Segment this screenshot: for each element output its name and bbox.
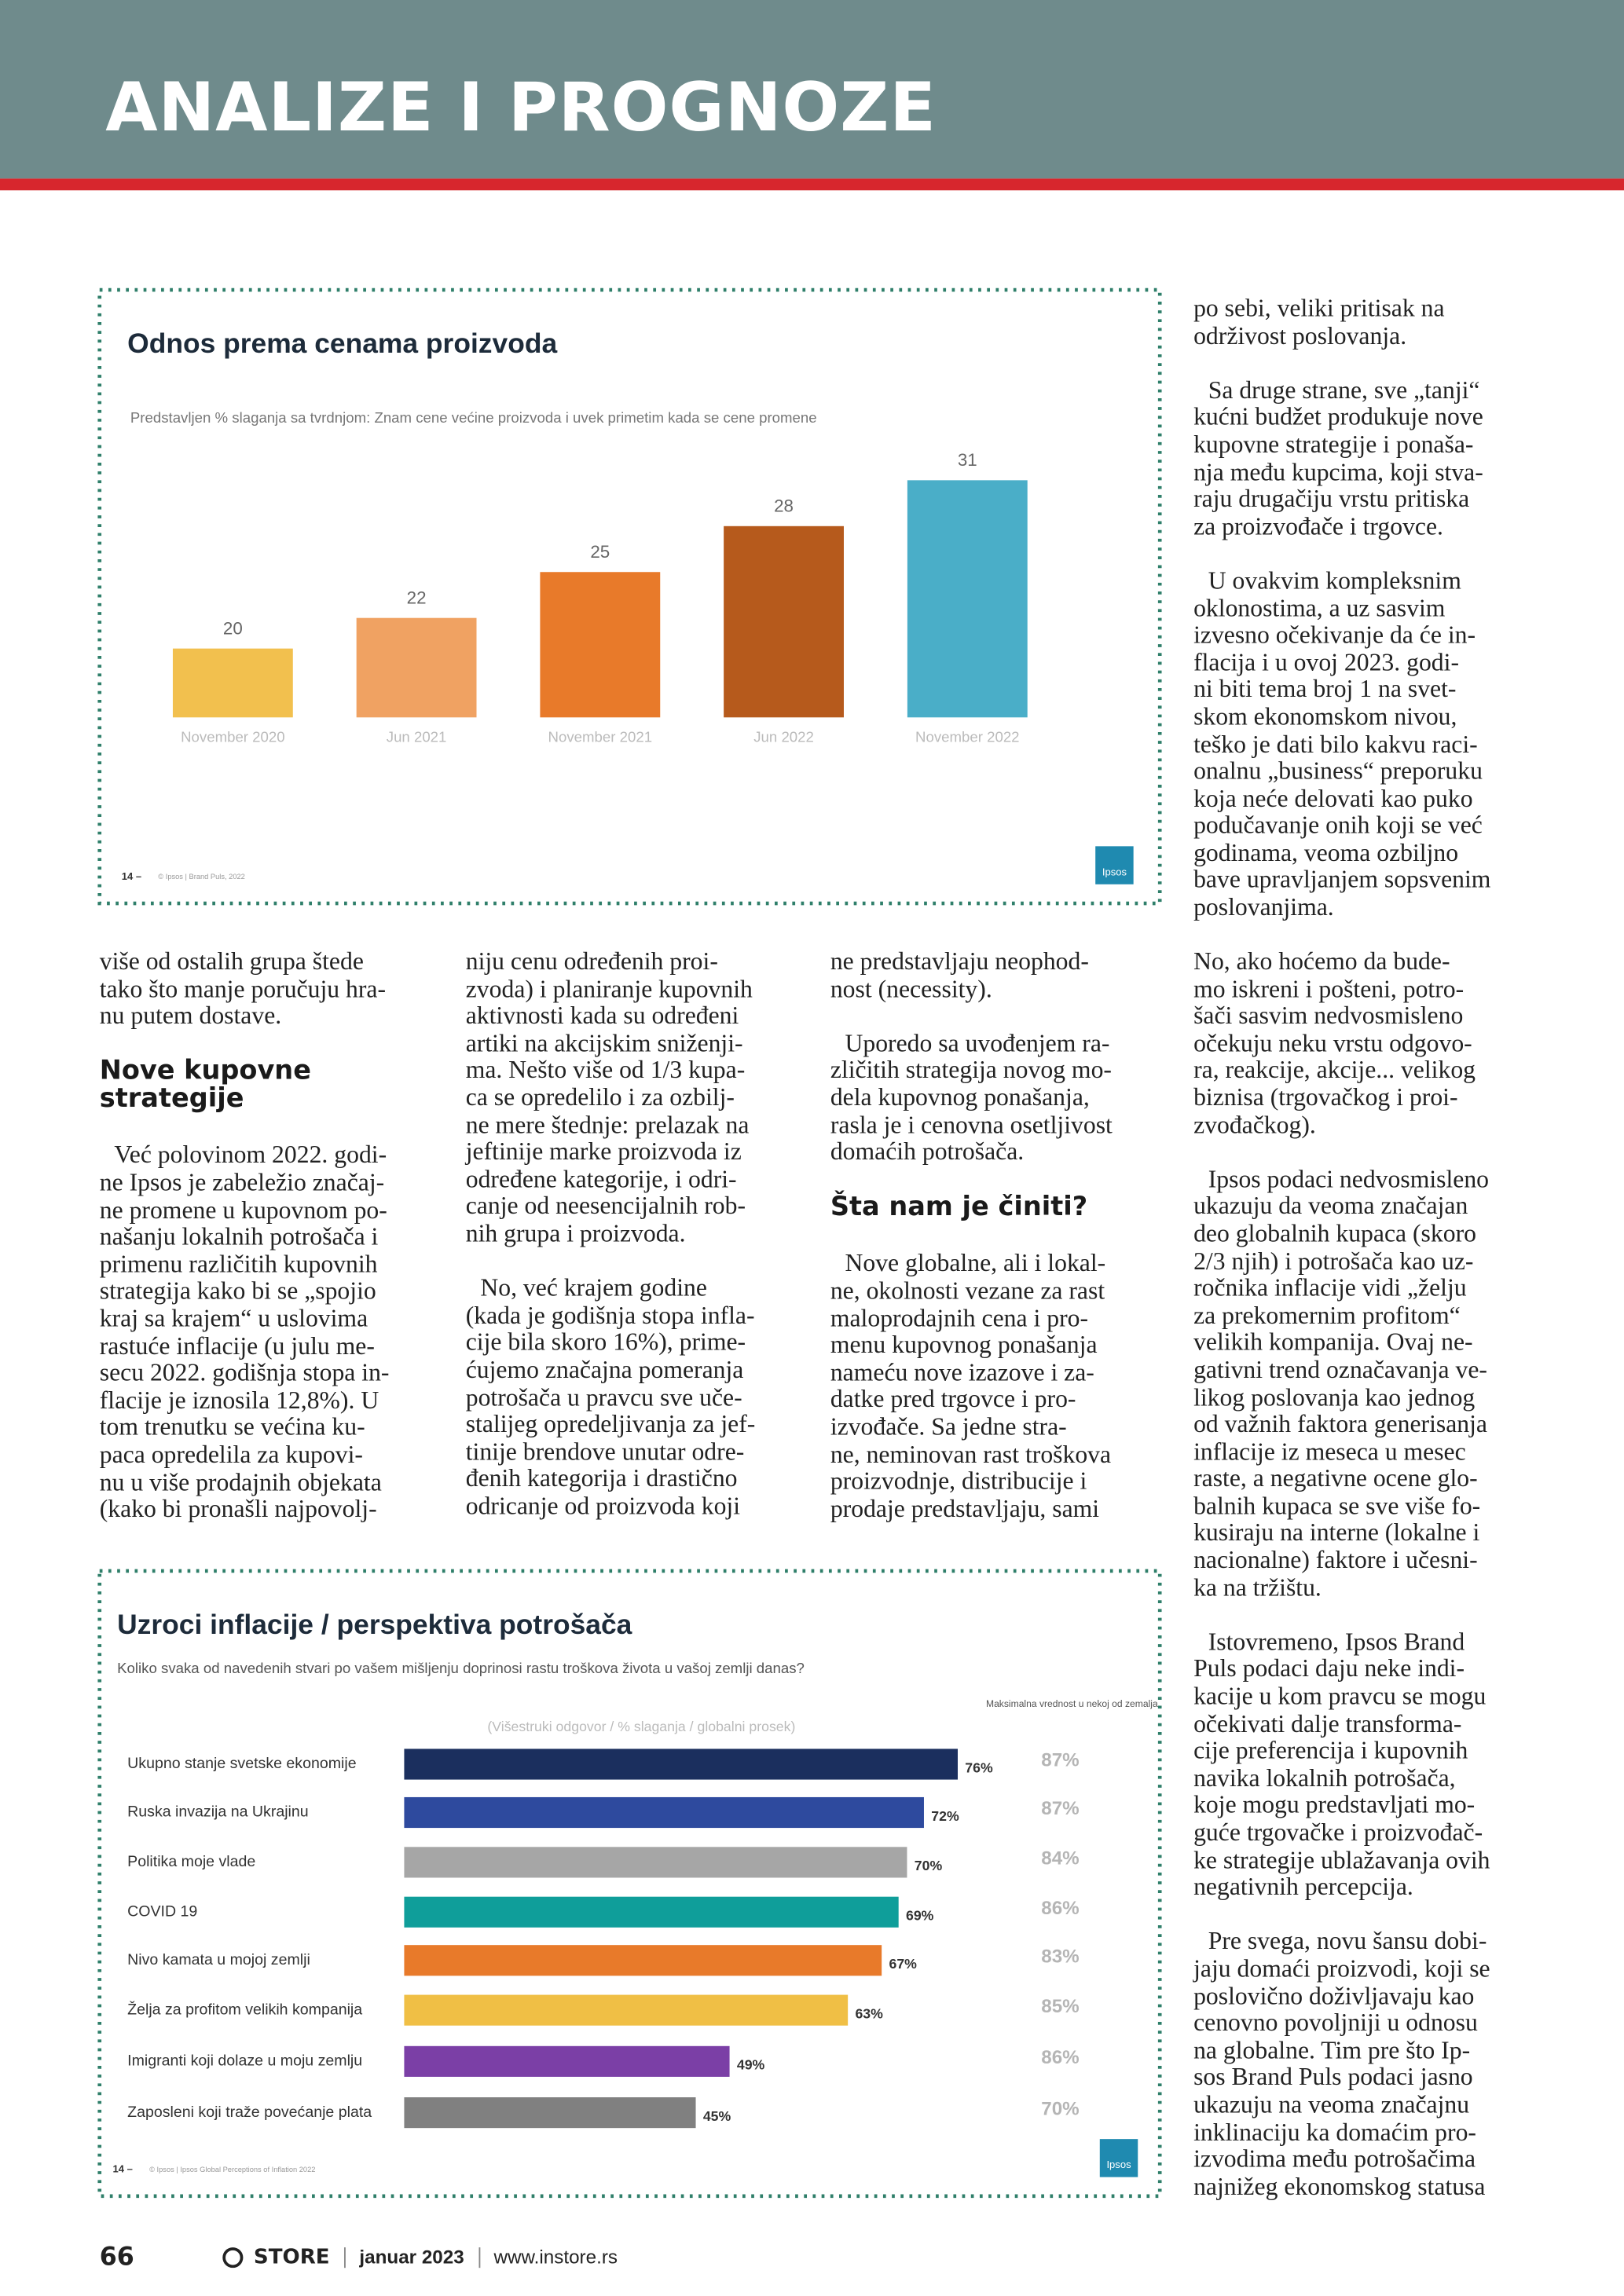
bar (404, 1896, 899, 1928)
paragraph: po sebi, veliki pritisak na održivost po… (1193, 294, 1445, 350)
chart-title: Uzroci inflacije / perspektiva potrošača (117, 1609, 632, 1640)
subheading: Šta nam je činiti? (830, 1192, 1088, 1223)
value-label: 63% (855, 2005, 883, 2021)
column: više od ostalih grupa štede tako što man… (99, 947, 434, 1551)
subheading: Nove kupovne strategije (99, 1056, 311, 1115)
x-tick-label: November 2022 (915, 728, 1020, 745)
max-header: Maksimalna vrednost u nekoj od zemalja (986, 1698, 1158, 1709)
separator (343, 2247, 346, 2268)
bar (404, 1796, 924, 1829)
bar (404, 1945, 882, 1976)
paragraph: ne predstavljaju neophod- nost (necessit… (830, 947, 1089, 1003)
x-tick-label: November 2020 (181, 728, 285, 745)
paragraph: No, ako hoćemo da bude- mo iskreni i poš… (1193, 947, 1476, 1139)
bar (540, 572, 661, 718)
separator (478, 2247, 480, 2268)
value-label: 25 (590, 542, 610, 562)
footnote: © Ipsos | Ipsos Global Perceptions of In… (149, 2166, 315, 2173)
category-label: COVID 19 (127, 1902, 197, 1920)
x-tick-label: November 2021 (548, 728, 653, 745)
category-label: Ruska invazija na Ukrajinu (127, 1803, 309, 1821)
max-value: 87% (1041, 1798, 1079, 1819)
section-title: ANALIZE I PROGNOZE (105, 67, 937, 147)
value-label: 76% (965, 1760, 993, 1775)
column: niju cenu određenih proi- zvoda) i plani… (465, 947, 800, 1547)
brand-icon (222, 2247, 243, 2268)
value-label: 70% (915, 1858, 943, 1873)
x-tick-label: Jun 2022 (753, 728, 814, 745)
column: po sebi, veliki pritisak na održivost po… (1193, 294, 1527, 950)
paragraph: Uporedo sa uvođenjem ra- zličitih strate… (830, 1028, 1113, 1166)
paragraph: Već polovinom 2022. godi- ne Ipsos je za… (99, 1141, 390, 1523)
logo: Ipsos (1106, 2159, 1131, 2170)
category-label: Imigranti koji dolaze u moju zemlju (127, 2052, 362, 2070)
paragraph: Nove globalne, ali i lokal- ne, okolnost… (830, 1249, 1112, 1522)
header-rule (0, 178, 1624, 191)
footnote: © Ipsos | Brand Puls, 2022 (158, 873, 245, 881)
x-tick-label: Jun 2021 (387, 728, 447, 745)
value-label: 49% (737, 2057, 765, 2073)
paragraph: više od ostalih grupa štede tako što man… (99, 947, 387, 1030)
issue: januar 2023 (359, 2245, 464, 2268)
value-label: 28 (774, 496, 794, 515)
value-label: 20 (223, 618, 243, 638)
category-label: Nivo kamata u mojoj zemlji (127, 1951, 310, 1968)
bar (172, 648, 293, 718)
bar (404, 1994, 849, 2026)
chart-title: Odnos prema cenama proizvoda (127, 328, 557, 359)
footnote-page: 14 – (122, 870, 141, 882)
value-label: 69% (906, 1908, 934, 1924)
logo: Ipsos (1102, 866, 1127, 877)
bar (907, 480, 1028, 718)
chart-subtitle: Predstavljen % slaganja sa tvrdnjom: Zna… (130, 409, 817, 426)
max-value: 86% (1041, 2047, 1079, 2068)
paragraph: No, već krajem godine (kada je godišnja … (465, 1273, 756, 1520)
value-label: 22 (407, 588, 427, 607)
max-value: 83% (1041, 1946, 1079, 1967)
brand: STORE (253, 2245, 330, 2269)
max-value: 84% (1041, 1848, 1079, 1869)
max-value: 87% (1041, 1750, 1079, 1771)
max-value: 86% (1041, 1898, 1079, 1919)
bar (724, 525, 844, 718)
paragraph: U ovakvim kompleksnim oklonostima, a uz … (1193, 566, 1491, 921)
bar (356, 617, 477, 718)
bar (404, 1847, 907, 1878)
chart-note: (Višestruki odgovor / % slaganja / globa… (487, 1719, 795, 1734)
logo-box (1099, 2139, 1138, 2177)
paragraph: Sa druge strane, sve „tanji“ kućni budže… (1193, 375, 1483, 540)
bar (404, 1749, 958, 1780)
page-number: 66 (99, 2242, 134, 2272)
category-label: Ukupno stanje svetske ekonomije (127, 1755, 357, 1772)
category-label: Politika moje vlade (127, 1853, 255, 1870)
paragraph: Ipsos podaci nedvosmisleno ukazuju da ve… (1193, 1165, 1490, 1602)
header-band (0, 0, 1624, 179)
url: www.instore.rs (493, 2245, 618, 2268)
bar (404, 2045, 730, 2077)
value-label: 45% (703, 2108, 731, 2124)
category-label: Želja za profitom velikih kompanija (127, 2000, 362, 2018)
logo-box (1095, 846, 1134, 884)
paragraph: niju cenu određenih proi- zvoda) i plani… (465, 947, 753, 1247)
max-value: 85% (1041, 1996, 1079, 2017)
footnote-page: 14 – (113, 2163, 133, 2175)
max-value: 70% (1041, 2098, 1079, 2119)
column: No, ako hoćemo da bude- mo iskreni i poš… (1193, 947, 1527, 2228)
paragraph: Pre svega, novu šansu dobi- jaju domaći … (1193, 1927, 1490, 2200)
bar (404, 2097, 696, 2129)
column: ne predstavljaju neophod- nost (necessit… (830, 947, 1164, 1551)
value-label: 67% (889, 1956, 918, 1972)
chart-subtitle: Koliko svaka od navedenih stvari po vaše… (117, 1660, 805, 1676)
paragraph: Istovremeno, Ipsos Brand Puls podaci daj… (1193, 1628, 1490, 1901)
value-label: 31 (958, 450, 977, 470)
value-label: 72% (931, 1808, 959, 1824)
category-label: Zaposleni koji traže povećanje plata (127, 2104, 372, 2121)
footer: 66 STORE januar 2023 www.instore.rs (100, 2240, 618, 2272)
